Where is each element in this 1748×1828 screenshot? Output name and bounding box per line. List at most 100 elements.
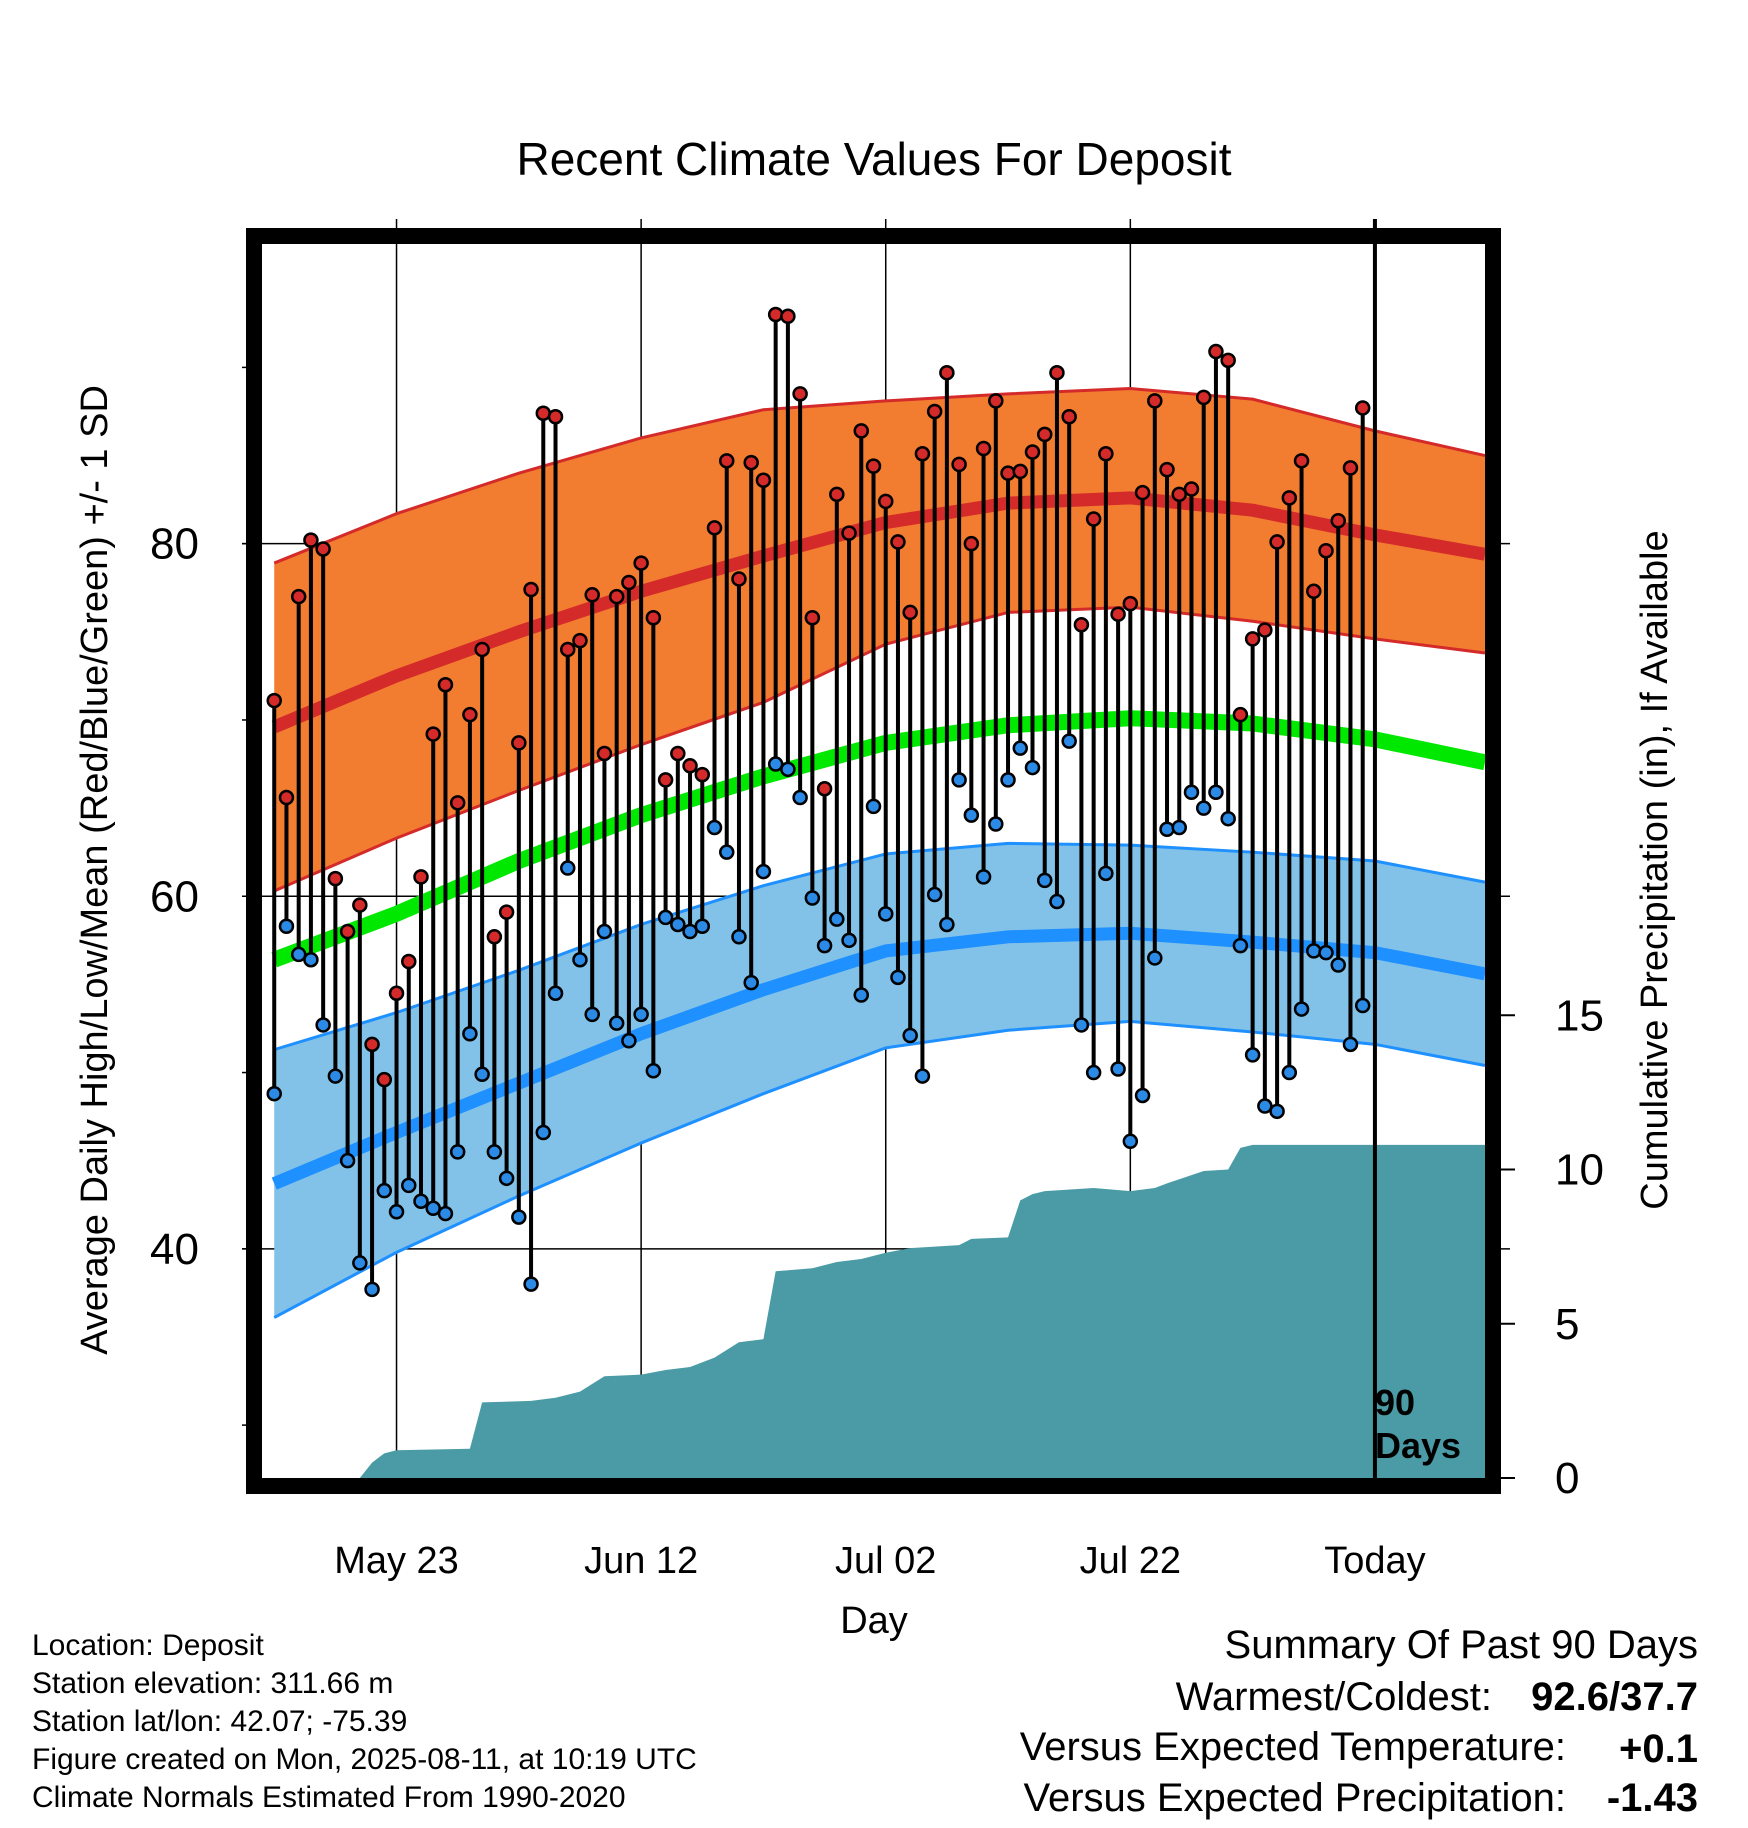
precip-versus-label: Versus Expected Precipitation: [1023, 1776, 1566, 1820]
daily-low-point [413, 1193, 429, 1209]
daily-high-point [853, 423, 870, 439]
y-right-tick-label: 10 [1555, 1146, 1604, 1195]
daily-low-point [816, 937, 833, 954]
daily-high-point [388, 985, 405, 1001]
daily-high-point [657, 772, 674, 788]
daily-high-point [1318, 542, 1334, 559]
daily-high-point [939, 364, 955, 381]
daily-high-point [804, 609, 821, 626]
daily-low-point [339, 1152, 356, 1169]
daily-high-point [523, 581, 539, 598]
daily-high-point [352, 897, 368, 913]
daily-low-point [449, 1144, 466, 1160]
normals-text: Climate Normals Estimated From 1990-2020 [32, 1781, 626, 1814]
daily-high-point [926, 403, 943, 420]
daily-low-point [401, 1177, 417, 1194]
daily-high-point [755, 472, 772, 488]
daily-high-point [706, 520, 723, 536]
daily-low-point [1318, 944, 1334, 961]
daily-low-point [963, 807, 980, 823]
daily-high-point [1073, 617, 1090, 633]
warmest-coldest-label: Warmest/Coldest: [1176, 1675, 1492, 1719]
precip-versus-value: -1.43 [1607, 1776, 1698, 1820]
daily-high-point [694, 766, 711, 783]
daily-high-point [1159, 461, 1175, 478]
daily-high-point [1281, 490, 1298, 506]
daily-high-point [1269, 534, 1285, 550]
daily-low-point [425, 1200, 441, 1217]
daily-low-point [853, 987, 870, 1003]
y-left-tick-label: 60 [150, 872, 199, 921]
daily-low-point [523, 1276, 539, 1292]
daily-high-point [1257, 622, 1273, 638]
daily-high-point [498, 904, 515, 920]
normal-high-upper-edge [273, 387, 1486, 565]
daily-high-point [1134, 484, 1151, 501]
daily-low-point [547, 985, 564, 1001]
daily-high-point [1061, 409, 1077, 425]
daily-low-point [572, 951, 588, 968]
y-left-tick-label: 40 [150, 1225, 199, 1274]
daily-high-point [1012, 463, 1029, 480]
daily-low-point [278, 918, 295, 934]
summary-title: Summary Of Past 90 Days [1225, 1623, 1698, 1667]
daily-low-point [584, 1006, 600, 1023]
daily-high-point [290, 588, 307, 605]
daily-low-point [1134, 1087, 1151, 1104]
daily-low-point [951, 772, 967, 788]
right-axis-label: Cumulative Precipitation (in), If Availa… [1634, 530, 1676, 1209]
daily-high-point [315, 541, 331, 557]
daily-low-point [939, 916, 955, 933]
daily-low-point [315, 1017, 331, 1033]
daily-low-point [975, 869, 992, 885]
daily-values [266, 306, 1371, 1298]
x-axis-label: Day [840, 1600, 908, 1642]
daily-high-point [1354, 400, 1371, 416]
daily-high-point [816, 780, 833, 797]
daily-high-point [560, 641, 576, 658]
daily-low-point [718, 844, 735, 860]
daily-low-point [352, 1255, 368, 1271]
plot-frame [246, 219, 1501, 1494]
daily-low-point [1098, 865, 1114, 882]
daily-high-point [1306, 583, 1322, 600]
daily-low-point [1147, 950, 1163, 966]
daily-low-point [1061, 733, 1077, 749]
daily-high-point [1293, 453, 1310, 469]
daily-low-point [511, 1209, 527, 1225]
daily-high-point [975, 440, 992, 457]
daily-low-point [462, 1026, 478, 1042]
daily-high-point [963, 535, 980, 552]
daily-high-point [718, 453, 735, 469]
daily-low-point [1171, 819, 1187, 836]
daily-low-point [474, 1066, 490, 1083]
daily-high-point [1208, 343, 1224, 360]
daily-low-point [633, 1006, 649, 1023]
daily-low-point [988, 816, 1004, 832]
normal-low-lower-edge [273, 1019, 1486, 1319]
daily-low-point [1195, 800, 1212, 816]
daily-high-point [621, 574, 637, 591]
daily-high-point [780, 308, 796, 325]
daily-low-point [841, 932, 857, 949]
daily-low-point [1012, 740, 1029, 756]
y-left-tick-label: 80 [150, 520, 199, 569]
daily-low-point [743, 974, 759, 991]
daily-high-point [364, 1036, 380, 1053]
y-right-tick-label: 0 [1555, 1454, 1579, 1503]
daily-low-point [792, 789, 808, 806]
daily-low-point [1220, 810, 1236, 827]
daily-high-point [743, 454, 759, 471]
daily-low-point [657, 909, 674, 926]
today-label-line2: Days [1375, 1425, 1461, 1466]
daily-low-point [670, 916, 686, 933]
daily-low-point [535, 1124, 552, 1141]
daily-high-point [401, 953, 417, 970]
daily-low-point [388, 1204, 405, 1220]
daily-high-point [829, 486, 845, 503]
precipitation-fill [274, 1144, 1486, 1478]
normal-low-line [271, 926, 1487, 1190]
daily-low-point [608, 1015, 625, 1031]
daily-low-point [1110, 1061, 1126, 1077]
daily-high-point [865, 458, 882, 474]
